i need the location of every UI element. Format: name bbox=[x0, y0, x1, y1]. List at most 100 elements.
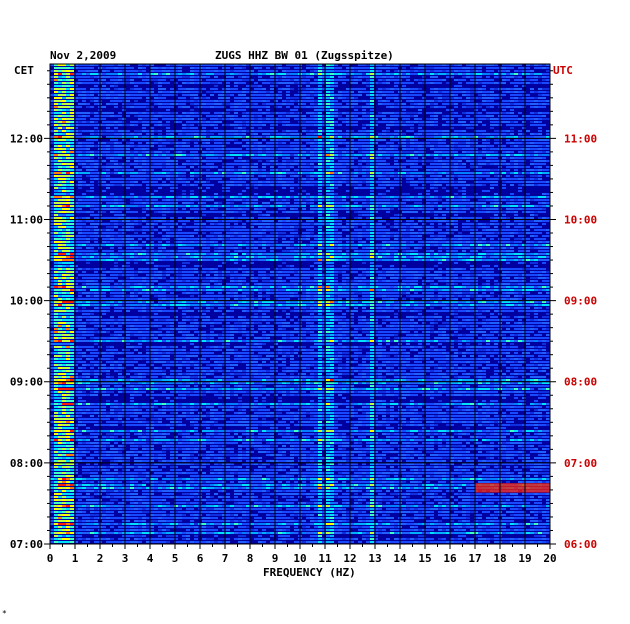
spectrogram-cell bbox=[334, 166, 338, 168]
spectrogram-cell bbox=[454, 169, 458, 171]
spectrogram-cell bbox=[370, 100, 374, 102]
spectrogram-cell bbox=[422, 178, 426, 180]
spectrogram-cell bbox=[442, 106, 446, 108]
spectrogram-cell bbox=[310, 67, 314, 69]
spectrogram-cell bbox=[350, 139, 354, 141]
spectrogram-cell bbox=[162, 163, 166, 165]
spectrogram-cell bbox=[150, 133, 154, 135]
spectrogram-cell bbox=[526, 64, 530, 66]
spectrogram-cell bbox=[262, 91, 266, 93]
spectrogram-cell bbox=[286, 112, 290, 114]
spectrogram-cell bbox=[222, 97, 226, 99]
spectrogram-cell bbox=[534, 145, 538, 147]
spectrogram-cell bbox=[70, 148, 74, 150]
spectrogram-cell bbox=[450, 124, 454, 126]
spectrogram-cell bbox=[114, 70, 118, 72]
spectrogram-cell bbox=[530, 64, 534, 66]
spectrogram-cell bbox=[518, 136, 522, 138]
spectrogram-cell bbox=[154, 166, 158, 168]
spectrogram-cell bbox=[478, 151, 482, 153]
spectrogram-cell bbox=[162, 106, 166, 108]
spectrogram-cell bbox=[422, 154, 426, 156]
spectrogram-cell bbox=[470, 142, 474, 144]
spectrogram-cell bbox=[110, 211, 114, 213]
spectrogram-cell bbox=[442, 79, 446, 81]
spectrogram-cell bbox=[302, 208, 306, 210]
spectrogram-cell bbox=[466, 169, 470, 171]
spectrogram-cell bbox=[382, 67, 386, 69]
spectrogram-cell bbox=[202, 67, 206, 69]
spectrogram-cell bbox=[510, 67, 514, 69]
spectrogram-cell bbox=[286, 64, 290, 66]
spectrogram-cell bbox=[346, 121, 350, 123]
spectrogram-cell bbox=[254, 115, 258, 117]
spectrogram-cell bbox=[122, 91, 126, 93]
spectrogram-cell bbox=[154, 124, 158, 126]
spectrogram-cell bbox=[90, 76, 94, 78]
spectrogram-cell bbox=[318, 178, 322, 180]
spectrogram-cell bbox=[78, 106, 82, 108]
spectrogram-cell bbox=[74, 142, 78, 144]
spectrogram-cell bbox=[178, 85, 182, 87]
spectrogram-cell bbox=[154, 205, 158, 207]
spectrogram-cell bbox=[314, 130, 318, 132]
spectrogram-cell bbox=[170, 181, 174, 183]
spectrogram-cell bbox=[302, 118, 306, 120]
spectrogram-cell bbox=[434, 121, 438, 123]
spectrogram-cell bbox=[306, 91, 310, 93]
spectrogram-cell bbox=[70, 196, 74, 198]
spectrogram-cell bbox=[226, 94, 230, 96]
spectrogram-cell bbox=[418, 121, 422, 123]
spectrogram-cell bbox=[226, 136, 230, 138]
spectrogram-cell bbox=[386, 169, 390, 171]
spectrogram-cell bbox=[250, 151, 254, 153]
spectrogram-cell bbox=[130, 88, 134, 90]
spectrogram-cell bbox=[146, 118, 150, 120]
spectrogram-cell bbox=[318, 166, 322, 168]
spectrogram-cell bbox=[170, 196, 174, 198]
spectrogram-cell bbox=[414, 157, 418, 159]
spectrogram-cell bbox=[538, 163, 542, 165]
spectrogram-cell bbox=[250, 94, 254, 96]
spectrogram-cell bbox=[334, 157, 338, 159]
spectrogram-cell bbox=[50, 148, 54, 150]
spectrogram-cell bbox=[350, 76, 354, 78]
spectrogram-cell bbox=[382, 115, 386, 117]
spectrogram-cell bbox=[446, 145, 450, 147]
spectrogram-cell bbox=[546, 184, 550, 186]
spectrogram-cell bbox=[506, 142, 510, 144]
spectrogram-cell bbox=[70, 112, 74, 114]
spectrogram-cell bbox=[182, 154, 186, 156]
spectrogram-cell bbox=[166, 199, 170, 201]
spectrogram-cell bbox=[254, 94, 258, 96]
spectrogram-cell bbox=[262, 208, 266, 210]
spectrogram-cell bbox=[438, 160, 442, 162]
spectrogram-cell bbox=[318, 145, 322, 147]
spectrogram-cell bbox=[54, 202, 58, 204]
spectrogram-cell bbox=[278, 136, 282, 138]
spectrogram-cell bbox=[258, 109, 262, 111]
spectrogram-cell bbox=[410, 142, 414, 144]
spectrogram-cell bbox=[326, 208, 330, 210]
spectrogram-cell bbox=[238, 178, 242, 180]
spectrogram-cell bbox=[386, 112, 390, 114]
spectrogram-cell bbox=[78, 115, 82, 117]
spectrogram-cell bbox=[274, 169, 278, 171]
spectrogram-cell bbox=[150, 136, 154, 138]
spectrogram-cell bbox=[502, 178, 506, 180]
spectrogram-cell bbox=[210, 199, 214, 201]
spectrogram-cell bbox=[302, 94, 306, 96]
spectrogram-cell bbox=[458, 169, 462, 171]
spectrogram-cell bbox=[322, 115, 326, 117]
spectrogram-cell bbox=[58, 142, 62, 144]
spectrogram-cell bbox=[514, 79, 518, 81]
spectrogram-cell bbox=[118, 91, 122, 93]
spectrogram-cell bbox=[362, 76, 366, 78]
spectrogram-cell bbox=[490, 106, 494, 108]
spectrogram-cell bbox=[502, 118, 506, 120]
spectrogram-cell bbox=[370, 79, 374, 81]
spectrogram-cell bbox=[446, 151, 450, 153]
spectrogram-cell bbox=[66, 130, 70, 132]
spectrogram-cell bbox=[274, 136, 278, 138]
spectrogram-cell bbox=[454, 142, 458, 144]
